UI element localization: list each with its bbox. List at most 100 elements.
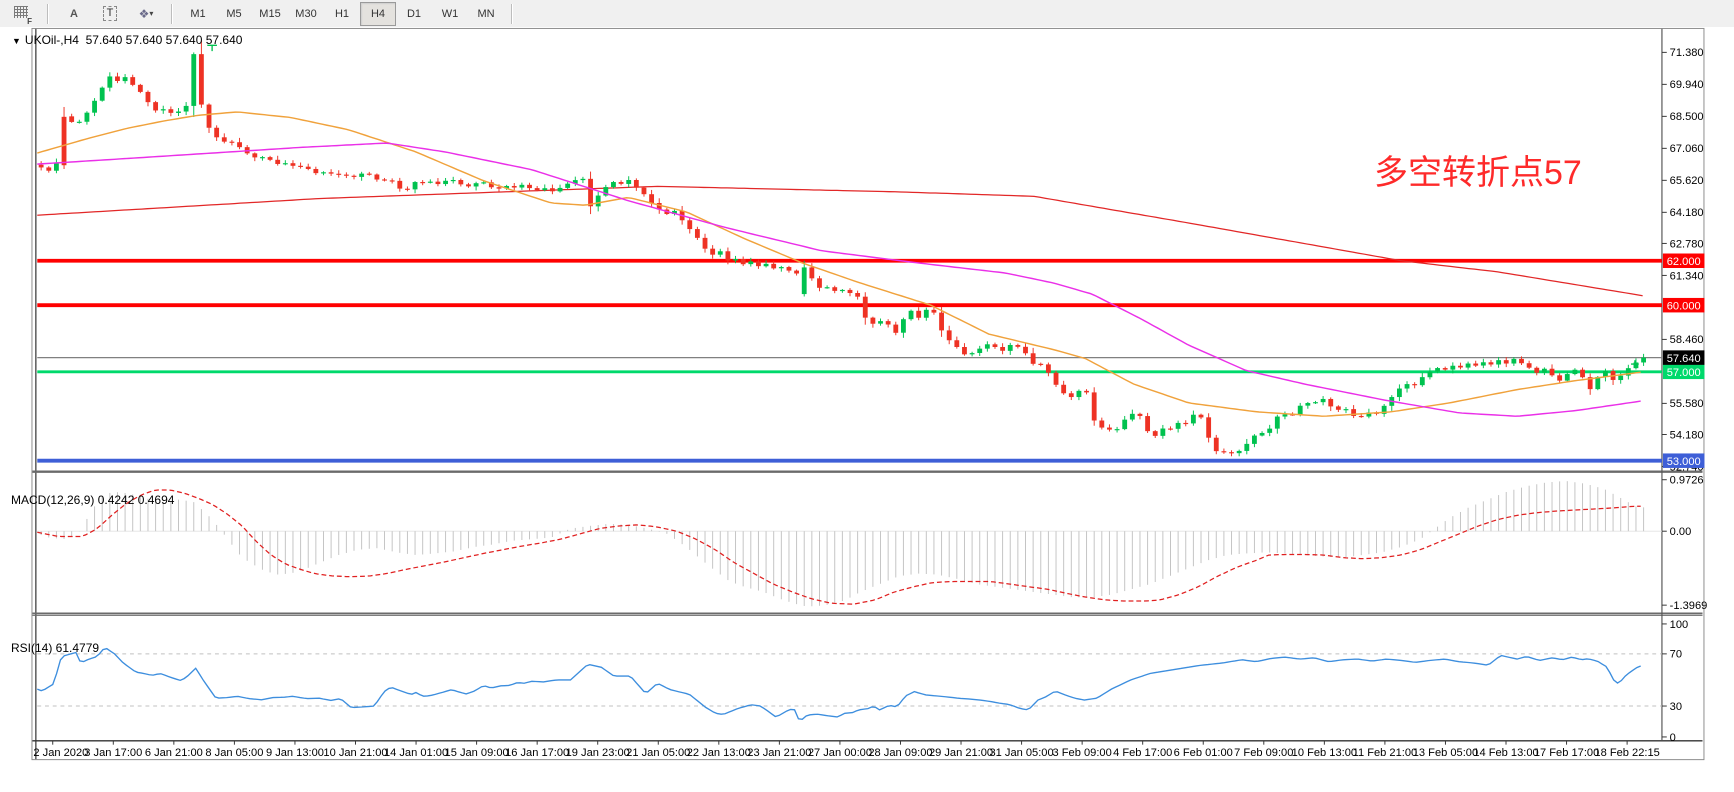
price-badge xyxy=(1662,364,1705,380)
time-axis-label: 23 Jan 21:00 xyxy=(747,747,811,759)
candle xyxy=(145,91,151,103)
candle xyxy=(1152,431,1158,436)
candle xyxy=(130,77,136,85)
candle xyxy=(84,112,90,122)
time-axis-label: 13 Feb 05:00 xyxy=(1413,747,1478,759)
candle xyxy=(1572,369,1578,375)
candle xyxy=(328,172,334,174)
candle xyxy=(740,259,746,265)
candle xyxy=(611,182,616,188)
time-axis-label: 6 Jan 21:00 xyxy=(145,747,203,759)
candle xyxy=(862,296,868,318)
timeframe-button-m1[interactable]: M1 xyxy=(190,7,206,20)
timeframe-button-h1[interactable]: H1 xyxy=(334,7,350,20)
chart-canvas[interactable]: 71.380 69.940 68.500 67.060 65.620 64.180 62.7… xyxy=(0,27,1734,792)
price-axis-label: 55.580 xyxy=(1670,398,1704,410)
candle xyxy=(908,310,914,320)
cursor-button[interactable]: A xyxy=(70,7,78,20)
candle xyxy=(778,267,784,269)
candle xyxy=(946,330,952,341)
candle xyxy=(1480,362,1486,366)
candle xyxy=(725,251,731,261)
candle xyxy=(1068,393,1074,398)
rsi-axis-label: 100 xyxy=(1670,619,1689,631)
candle xyxy=(488,182,494,188)
timeframe-button-m5[interactable]: M5 xyxy=(226,7,242,20)
time-axis-label: 16 Jan 17:00 xyxy=(505,747,569,759)
candle xyxy=(962,347,967,355)
candle xyxy=(1259,432,1265,436)
time-axis-label: 15 Jan 09:00 xyxy=(445,747,509,759)
candle xyxy=(1007,344,1013,351)
candle xyxy=(954,340,960,348)
candle xyxy=(717,251,723,255)
timeframe-button-w1[interactable]: W1 xyxy=(441,7,459,20)
candle xyxy=(595,195,601,207)
candle xyxy=(61,116,67,166)
candle xyxy=(1244,443,1250,451)
candle xyxy=(214,127,220,138)
candle xyxy=(206,104,212,128)
price-badge xyxy=(1662,350,1705,365)
candle xyxy=(1252,435,1257,444)
candle xyxy=(1396,388,1402,398)
time-axis-label: 28 Jan 09:00 xyxy=(868,747,932,759)
price-axis-label: 61.340 xyxy=(1670,270,1704,282)
candle xyxy=(901,319,906,333)
candle xyxy=(1137,413,1143,416)
candle xyxy=(1320,398,1326,403)
candle xyxy=(565,183,571,188)
candle xyxy=(137,84,143,92)
candle xyxy=(1427,371,1433,378)
candle xyxy=(1587,377,1593,390)
chevron-down-icon[interactable]: ▼ xyxy=(12,36,21,46)
candle xyxy=(366,173,372,175)
candle xyxy=(1343,409,1349,411)
timeframe-button-m15[interactable]: M15 xyxy=(259,7,281,20)
candle xyxy=(1045,364,1051,373)
candle xyxy=(427,181,433,183)
candle xyxy=(809,267,815,279)
timeframe-button-mn[interactable]: MN xyxy=(477,7,495,20)
candle xyxy=(1618,375,1624,381)
candle xyxy=(1511,358,1517,364)
candle xyxy=(1297,405,1303,415)
chevron-down-icon[interactable]: ▾ xyxy=(149,9,154,18)
candle xyxy=(511,185,517,188)
candle xyxy=(1549,368,1555,376)
candle xyxy=(542,188,548,191)
timeframe-button-h4[interactable]: H4 xyxy=(360,1,396,26)
candle xyxy=(1175,422,1181,429)
candle xyxy=(267,157,273,160)
candle xyxy=(160,109,166,111)
toolbar: F A T ❖ ▾ M1 M5 M15 M30 H1 H4 D1 W1 MN xyxy=(0,0,1734,28)
candle xyxy=(1053,372,1059,385)
price-axis-label: 64.180 xyxy=(1670,207,1704,219)
chart-window[interactable]: 71.380 69.940 68.500 67.060 65.620 64.180 62.7… xyxy=(0,27,1734,792)
timeframe-button-d1[interactable]: D1 xyxy=(406,7,422,20)
candle xyxy=(817,278,822,288)
candle xyxy=(405,188,410,190)
candle xyxy=(1282,414,1288,417)
candle xyxy=(1274,416,1280,429)
candle xyxy=(221,137,227,142)
candle xyxy=(76,121,82,123)
chart-annotation-text: 多空转折点57 xyxy=(1374,154,1582,192)
tick-chart-button[interactable]: F xyxy=(4,2,40,26)
candle xyxy=(1160,428,1166,436)
candle xyxy=(1267,428,1273,433)
timeframe-button-m30[interactable]: M30 xyxy=(295,7,317,20)
candle xyxy=(626,180,632,184)
candle xyxy=(176,111,181,113)
objects-button[interactable]: ❖ ▾ xyxy=(128,2,164,26)
candle xyxy=(1496,360,1502,365)
candle xyxy=(1084,390,1089,393)
time-axis-label: 4 Feb 17:00 xyxy=(1113,747,1172,759)
text-label-button[interactable]: T xyxy=(92,2,128,26)
candle xyxy=(122,77,128,82)
candle xyxy=(275,159,281,164)
toolbar-group-left: F xyxy=(0,0,44,27)
tick-chart-icon: F xyxy=(14,5,32,26)
candle xyxy=(1213,437,1219,452)
